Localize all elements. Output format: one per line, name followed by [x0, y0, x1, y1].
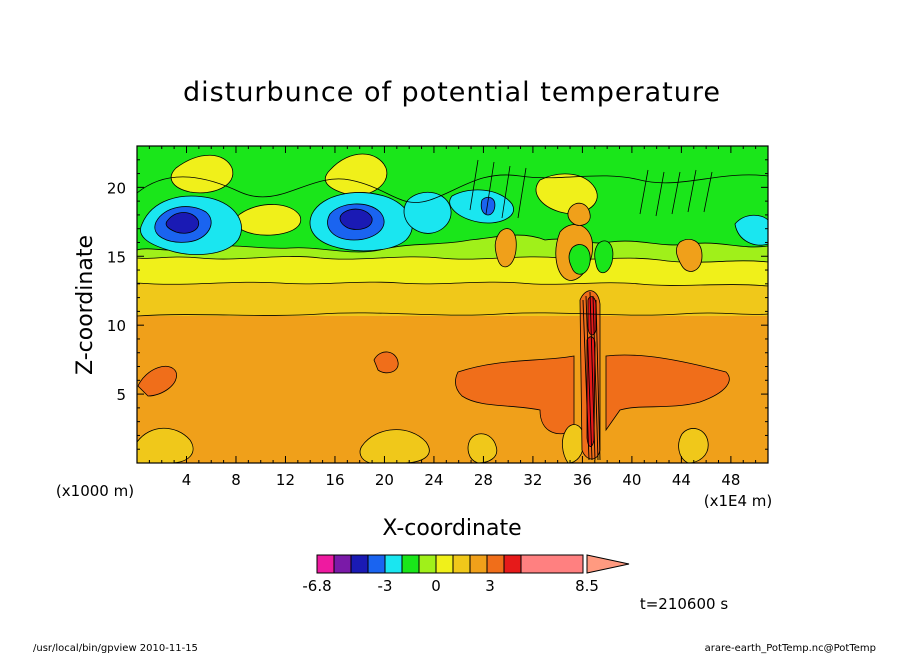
- y-axis-unit: (x1000 m): [56, 482, 134, 500]
- colorbar-cell: [452, 554, 471, 574]
- x-tick-label: 8: [231, 471, 241, 489]
- x-tick-label: 44: [672, 471, 691, 489]
- contour-wave: [137, 312, 768, 317]
- colorbar-cell: [486, 554, 505, 574]
- contour-wave: [469, 159, 713, 219]
- orange-hotspot: [454, 355, 575, 435]
- orange-hotspot: [605, 354, 730, 432]
- yellow-patch: [324, 153, 388, 196]
- y-tick-label: 10: [107, 317, 126, 335]
- colorbar-cell: [520, 554, 584, 574]
- blue-core: [480, 196, 496, 216]
- colorbar-cell: [333, 554, 352, 574]
- navy-core: [165, 212, 200, 234]
- x-axis: 4 8 12 16 20 24 28 32 36 40 44 48 (x1E4 m) X-coordi…: [148, 146, 773, 541]
- colorbar-cell: [367, 554, 386, 574]
- time-label: t=210600 s: [640, 595, 728, 613]
- colorbar-cell: [435, 554, 454, 574]
- contour-wave: [137, 174, 768, 203]
- navy-core: [339, 208, 373, 230]
- y-axis-title: Z-coordinate: [73, 235, 98, 375]
- x-tick-label: 40: [622, 471, 641, 489]
- colorbar-label: 8.5: [575, 577, 599, 595]
- colorbar-arrow: [586, 554, 630, 574]
- x-tick-label: 20: [375, 471, 394, 489]
- x-tick-label: 36: [573, 471, 592, 489]
- colorbar-cell: [503, 554, 522, 574]
- colorbar-label: 0: [431, 577, 441, 595]
- yellow-low-patch: [678, 428, 709, 463]
- orange-upper-patch: [567, 202, 591, 226]
- colorbar-cell: [469, 554, 488, 574]
- x-tick-label: 32: [523, 471, 542, 489]
- y-tick-label: 20: [107, 179, 126, 197]
- colorbar-label: 3: [485, 577, 495, 595]
- y-tick-label: 5: [116, 386, 126, 404]
- contour-column: [582, 291, 601, 461]
- colorbar-cell: [418, 554, 437, 574]
- chart-title: disturbunce of potential temperature: [183, 77, 721, 108]
- x-tick-label: 16: [325, 471, 344, 489]
- red-column: [587, 296, 597, 336]
- cyan-region: [403, 192, 452, 234]
- x-tick-label: 4: [182, 471, 192, 489]
- x-tick-label: 24: [424, 471, 443, 489]
- green-upper-patch: [568, 244, 591, 275]
- lower-transition-fill: [137, 282, 768, 316]
- x-axis-title: X-coordinate: [382, 516, 521, 541]
- green-upper-patch: [594, 240, 614, 274]
- colorbar-cell: [401, 554, 420, 574]
- x-tick-label: 12: [276, 471, 295, 489]
- yellow-low-patch: [562, 424, 585, 463]
- y-axis: 5 10 15 20 (x1000 m) Z-coordinate: [56, 159, 768, 500]
- footer-left: /usr/local/bin/gpview 2010-11-15: [33, 643, 198, 654]
- orange-upper-patch: [494, 228, 517, 268]
- yellow-patch: [170, 154, 234, 194]
- plot-frame: [136, 145, 769, 464]
- orange-hotspot: [373, 351, 399, 374]
- cyan-region: [734, 214, 768, 246]
- yellow-low-patch: [359, 429, 430, 463]
- colorbar-label: -3: [378, 577, 393, 595]
- y-tick-label: 15: [107, 248, 126, 266]
- colorbar: -6.8 -3 0 3 8.5: [302, 554, 630, 595]
- x-axis-unit: (x1E4 m): [704, 492, 773, 510]
- x-tick-label: 28: [474, 471, 493, 489]
- x-tick-label: 48: [721, 471, 740, 489]
- colorbar-label: -6.8: [302, 577, 331, 595]
- plot-area: [137, 146, 768, 463]
- footer-right: arare-earth_PotTemp.nc@PotTemp: [705, 643, 876, 654]
- yellow-low-patch: [467, 433, 498, 463]
- colorbar-cell: [384, 554, 403, 574]
- colorbar-cell: [350, 554, 369, 574]
- orange-upper-patch: [676, 239, 703, 272]
- orange-hotspot: [137, 366, 177, 397]
- colorbar-cell: [316, 554, 335, 574]
